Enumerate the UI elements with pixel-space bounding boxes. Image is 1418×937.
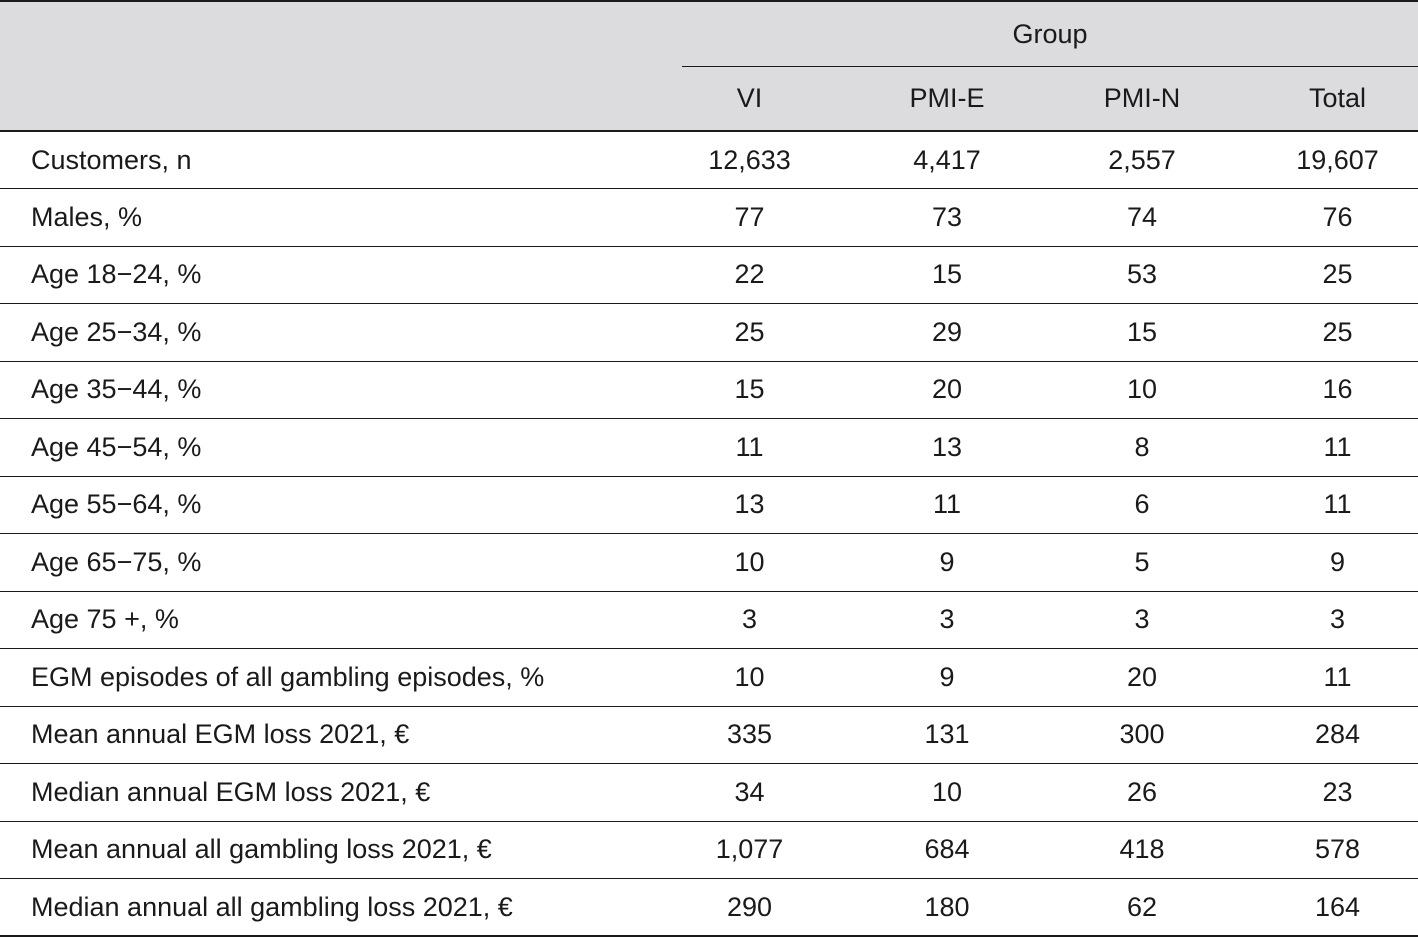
cell-pmi-n: 5 <box>1047 533 1237 592</box>
cell-pmi-e: 9 <box>847 648 1047 707</box>
cell-pmi-n: 74 <box>1047 188 1237 247</box>
cell-vi: 10 <box>652 648 847 707</box>
cell-pmi-e: 131 <box>847 706 1047 764</box>
cell-pmi-n: 6 <box>1047 476 1237 534</box>
table-row: Customers, n 12,633 4,417 2,557 19,607 <box>0 131 1418 189</box>
row-label: Age 75 +, % <box>0 591 652 649</box>
cell-vi: 1,077 <box>652 821 847 879</box>
cell-total: 25 <box>1237 303 1418 362</box>
cell-vi: 25 <box>652 303 847 362</box>
cell-vi: 34 <box>652 763 847 822</box>
row-label: Age 25−34, % <box>0 303 652 362</box>
row-label: Median annual EGM loss 2021, € <box>0 763 652 822</box>
cell-pmi-e: 20 <box>847 361 1047 419</box>
cell-pmi-e: 3 <box>847 591 1047 649</box>
column-header-total: Total <box>1237 67 1418 132</box>
cell-total: 3 <box>1237 591 1418 649</box>
table-row: Median annual EGM loss 2021, €34 10 26 23 <box>0 763 1418 822</box>
row-label: Customers, n <box>0 131 652 189</box>
cell-total: 19,607 <box>1237 131 1418 189</box>
row-label: Males, % <box>0 188 652 247</box>
cell-total: 164 <box>1237 878 1418 937</box>
cell-vi: 12,633 <box>652 131 847 189</box>
cell-vi: 11 <box>652 418 847 477</box>
cell-vi: 77 <box>652 188 847 247</box>
header-empty-cell <box>0 67 652 132</box>
cell-vi: 22 <box>652 246 847 304</box>
table-row: Age 55−64, % 13 11 6 11 <box>0 476 1418 534</box>
header-row-columns: VI PMI-E PMI-N Total <box>0 67 1418 132</box>
column-header-pmi-n: PMI-N <box>1047 67 1237 132</box>
row-label: Age 18−24, % <box>0 246 652 304</box>
header-row-group: Group <box>0 0 1418 67</box>
cell-vi: 290 <box>652 878 847 937</box>
table-header: Group VI PMI-E PMI-N Total <box>0 0 1418 132</box>
row-label: Mean annual all gambling loss 2021, € <box>0 821 652 879</box>
group-header-label: Group <box>1012 19 1088 49</box>
row-label: Median annual all gambling loss 2021, € <box>0 878 652 937</box>
cell-pmi-n: 418 <box>1047 821 1237 879</box>
cell-total: 23 <box>1237 763 1418 822</box>
row-label: Age 35−44, % <box>0 361 652 419</box>
cell-total: 25 <box>1237 246 1418 304</box>
cell-pmi-e: 9 <box>847 533 1047 592</box>
table-row: Age 18−24, % 22 15 53 25 <box>0 246 1418 304</box>
cell-pmi-n: 26 <box>1047 763 1237 822</box>
table-row: Mean annual all gambling loss 2021, €1,0… <box>0 821 1418 879</box>
table-row: Age 25−34, % 25 29 15 25 <box>0 303 1418 362</box>
row-label: Age 65−75, % <box>0 533 652 592</box>
cell-pmi-e: 11 <box>847 476 1047 534</box>
cell-pmi-e: 15 <box>847 246 1047 304</box>
cell-vi: 13 <box>652 476 847 534</box>
cell-total: 76 <box>1237 188 1418 247</box>
column-header-vi: VI <box>652 67 847 132</box>
cell-vi: 335 <box>652 706 847 764</box>
cell-pmi-n: 62 <box>1047 878 1237 937</box>
cell-vi: 3 <box>652 591 847 649</box>
group-header: Group <box>652 0 1418 67</box>
cell-pmi-n: 3 <box>1047 591 1237 649</box>
cell-pmi-e: 10 <box>847 763 1047 822</box>
table-body: Customers, n 12,633 4,417 2,557 19,607 Males,… <box>0 131 1418 937</box>
cell-pmi-n: 300 <box>1047 706 1237 764</box>
cell-total: 284 <box>1237 706 1418 764</box>
column-header-pmi-e: PMI-E <box>847 67 1047 132</box>
table-row: Age 35−44, % 15 20 10 16 <box>0 361 1418 419</box>
table-row: Age 75 +, % 3 3 3 3 <box>0 591 1418 649</box>
cell-pmi-e: 684 <box>847 821 1047 879</box>
cell-total: 11 <box>1237 476 1418 534</box>
cell-total: 11 <box>1237 648 1418 707</box>
row-label: Mean annual EGM loss 2021, € <box>0 706 652 764</box>
cell-total: 16 <box>1237 361 1418 419</box>
cell-pmi-n: 2,557 <box>1047 131 1237 189</box>
cell-pmi-e: 29 <box>847 303 1047 362</box>
table-row: Age 65−75, % 10 9 5 9 <box>0 533 1418 592</box>
cell-vi: 10 <box>652 533 847 592</box>
cell-vi: 15 <box>652 361 847 419</box>
header-empty-cell <box>0 0 652 67</box>
cell-total: 11 <box>1237 418 1418 477</box>
group-divider <box>682 66 1418 67</box>
cell-pmi-e: 180 <box>847 878 1047 937</box>
cell-pmi-e: 4,417 <box>847 131 1047 189</box>
table-row: Mean annual EGM loss 2021, €335 131 300 284 <box>0 706 1418 764</box>
cell-pmi-n: 8 <box>1047 418 1237 477</box>
table-row: Males, % 77 73 74 76 <box>0 188 1418 247</box>
cell-total: 578 <box>1237 821 1418 879</box>
table-row: Median annual all gambling loss 2021, €2… <box>0 878 1418 937</box>
cell-pmi-n: 15 <box>1047 303 1237 362</box>
cell-pmi-e: 13 <box>847 418 1047 477</box>
row-label: EGM episodes of all gambling episodes, % <box>0 648 652 707</box>
table-row: EGM episodes of all gambling episodes, %… <box>0 648 1418 707</box>
table-row: Age 45−54, % 11 13 8 11 <box>0 418 1418 477</box>
cell-pmi-n: 53 <box>1047 246 1237 304</box>
cell-pmi-n: 20 <box>1047 648 1237 707</box>
cell-pmi-e: 73 <box>847 188 1047 247</box>
cell-pmi-n: 10 <box>1047 361 1237 419</box>
cell-total: 9 <box>1237 533 1418 592</box>
row-label: Age 55−64, % <box>0 476 652 534</box>
row-label: Age 45−54, % <box>0 418 652 477</box>
